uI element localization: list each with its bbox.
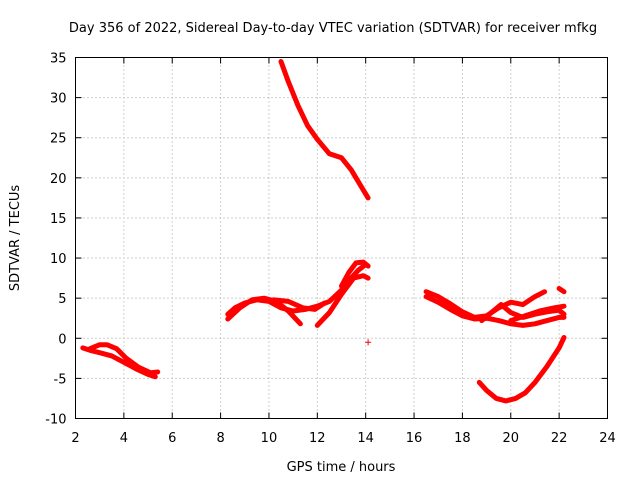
y-axis-label: SDTVAR / TECUs [8, 185, 23, 292]
x-tick-labels: 2 4 6 8 10 12 14 16 18 20 22 24 [71, 431, 615, 446]
y-tick-label: 20 [50, 172, 67, 187]
x-tick-label: 10 [261, 431, 278, 446]
y-tick-labels: -10 -5 0 5 10 15 20 25 30 35 [45, 52, 66, 428]
x-tick-label: 20 [502, 431, 519, 446]
x-tick-label: 22 [551, 431, 568, 446]
series-track-2 [87, 342, 161, 376]
x-tick-label: 14 [357, 431, 374, 446]
series-track-3 [278, 59, 371, 201]
series-track-12 [508, 303, 567, 324]
isolated-point-marker [365, 339, 372, 346]
series-track-14 [476, 335, 567, 404]
grid-lines [75, 57, 608, 419]
x-tick-label: 18 [454, 431, 471, 446]
y-tick-label: 0 [58, 332, 66, 347]
series-track-8 [339, 259, 371, 289]
y-tick-label: 15 [50, 212, 67, 227]
y-tick-label: 25 [50, 132, 67, 147]
y-tick-label: -5 [54, 372, 67, 387]
x-tick-label: 2 [71, 431, 79, 446]
y-tick-label: -10 [45, 413, 66, 428]
x-tick-label: 4 [120, 431, 128, 446]
y-tick-label: 5 [58, 292, 66, 307]
y-tick-label: 30 [50, 92, 67, 107]
data-layer [80, 59, 567, 404]
series-track-10 [423, 294, 567, 328]
y-tick-label: 10 [50, 252, 67, 267]
x-axis-label: GPS time / hours [287, 460, 396, 475]
series-track-13 [556, 286, 567, 295]
chart-title: Day 356 of 2022, Sidereal Day-to-day VTE… [69, 21, 597, 36]
x-tick-label: 6 [168, 431, 176, 446]
series-track-7 [314, 273, 371, 328]
x-tick-label: 24 [599, 431, 616, 446]
x-tick-label: 8 [216, 431, 224, 446]
y-tick-label: 35 [50, 52, 67, 67]
plot-frame [75, 57, 608, 419]
x-tick-label: 16 [406, 431, 423, 446]
x-tick-label: 12 [309, 431, 326, 446]
series-track-5 [225, 295, 303, 327]
series-track-6 [271, 297, 328, 312]
tick-marks [75, 57, 608, 419]
